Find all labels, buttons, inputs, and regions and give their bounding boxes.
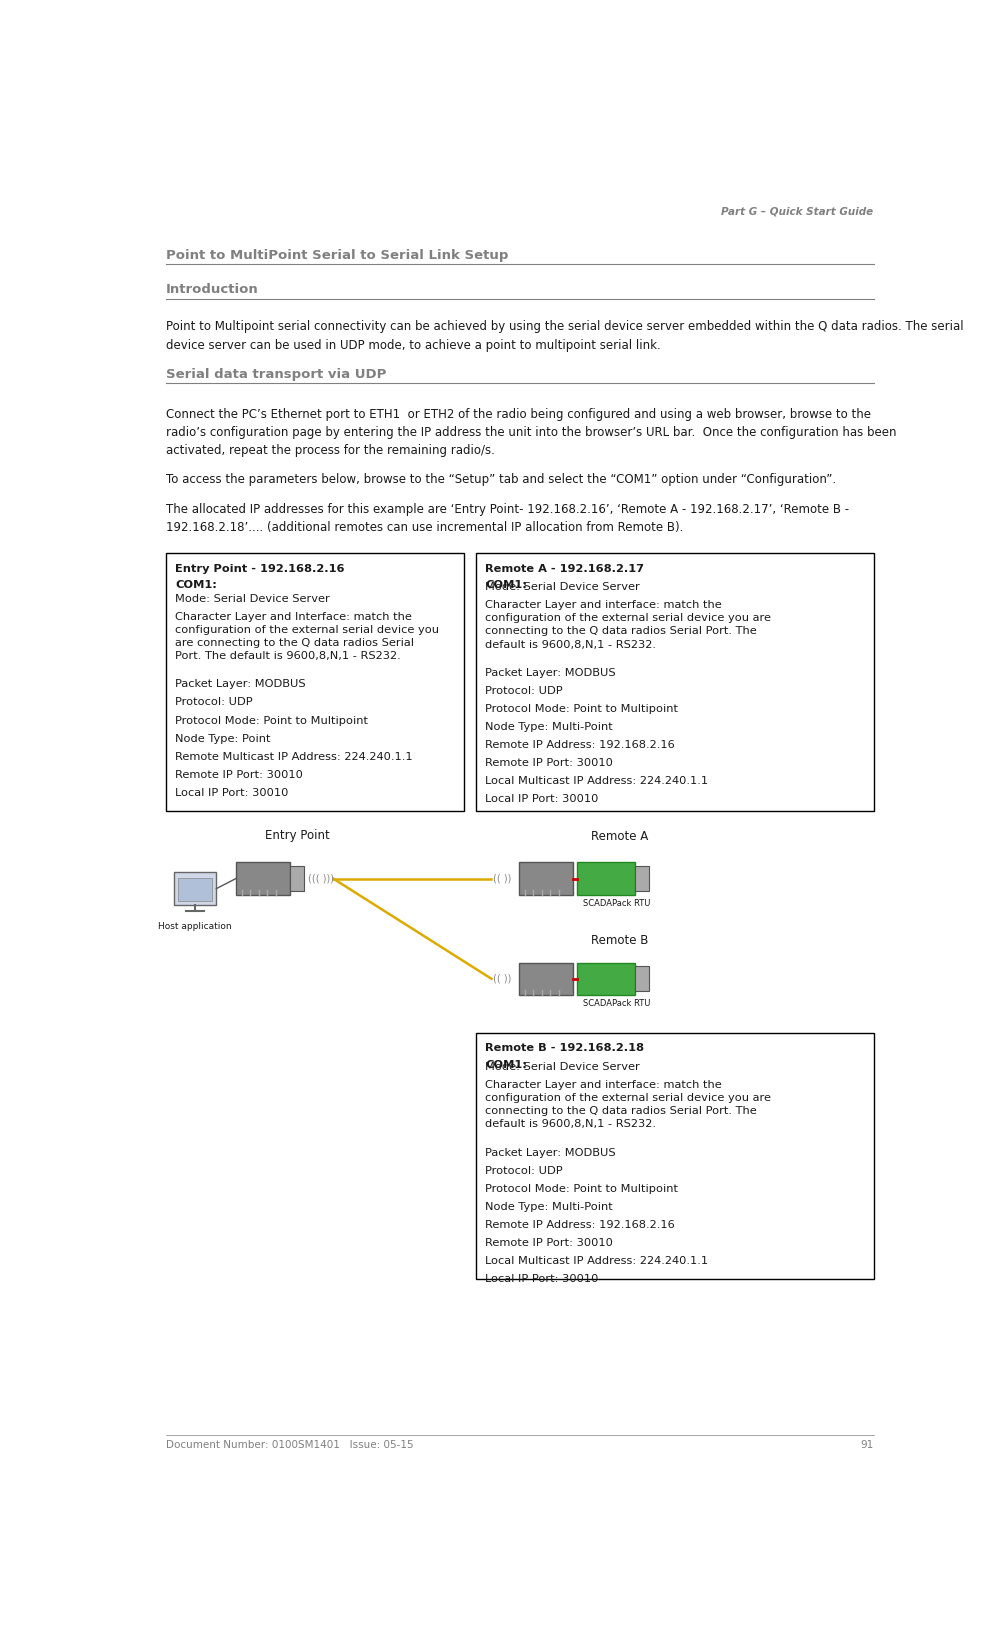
- Text: (( )): (( )): [493, 874, 512, 884]
- Text: Remote B - 192.168.2.18: Remote B - 192.168.2.18: [485, 1043, 644, 1054]
- Text: Mode: Serial Device Server: Mode: Serial Device Server: [485, 581, 640, 593]
- Text: Remote IP Address: 192.168.2.16: Remote IP Address: 192.168.2.16: [485, 740, 675, 750]
- Text: Node Type: Point: Node Type: Point: [175, 733, 270, 743]
- Bar: [577, 863, 635, 895]
- Text: Connect the PC’s Ethernet port to ETH1  or ETH2 of the radio being configured an: Connect the PC’s Ethernet port to ETH1 o…: [166, 408, 871, 421]
- Text: Protocol Mode: Point to Multipoint: Protocol Mode: Point to Multipoint: [485, 1184, 678, 1193]
- Text: Remote IP Address: 192.168.2.16: Remote IP Address: 192.168.2.16: [485, 1220, 675, 1229]
- Bar: [476, 553, 873, 810]
- Bar: [178, 877, 212, 900]
- Text: Local IP Port: 30010: Local IP Port: 30010: [175, 787, 288, 797]
- Text: Host application: Host application: [158, 922, 232, 931]
- Bar: [289, 866, 304, 891]
- Text: Local IP Port: 30010: Local IP Port: 30010: [485, 794, 599, 804]
- Text: COM1:: COM1:: [485, 1061, 527, 1071]
- Text: Mode: Serial Device Server: Mode: Serial Device Server: [175, 594, 330, 604]
- Text: Local IP Port: 30010: Local IP Port: 30010: [485, 1274, 599, 1283]
- Text: Node Type: Multi-Point: Node Type: Multi-Point: [485, 1202, 613, 1211]
- Text: To access the parameters below, browse to the “Setup” tab and select the “COM1” : To access the parameters below, browse t…: [166, 473, 836, 486]
- Bar: [635, 866, 649, 891]
- Text: Local Multicast IP Address: 224.240.1.1: Local Multicast IP Address: 224.240.1.1: [485, 776, 709, 786]
- Bar: [166, 815, 873, 1026]
- Text: Part G – Quick Start Guide: Part G – Quick Start Guide: [722, 206, 873, 216]
- Text: Remote A: Remote A: [591, 830, 648, 843]
- Text: radio’s configuration page by entering the IP address the unit into the browser’: radio’s configuration page by entering t…: [166, 426, 896, 439]
- Text: Point to MultiPoint Serial to Serial Link Setup: Point to MultiPoint Serial to Serial Lin…: [166, 249, 509, 262]
- Text: Entry Point - 192.168.2.16: Entry Point - 192.168.2.16: [175, 563, 345, 573]
- Text: Remote A - 192.168.2.17: Remote A - 192.168.2.17: [485, 563, 644, 573]
- Text: Packet Layer: MODBUS: Packet Layer: MODBUS: [485, 668, 616, 678]
- Text: Remote IP Port: 30010: Remote IP Port: 30010: [485, 1238, 613, 1247]
- Bar: [519, 963, 573, 995]
- Text: Remote Multicast IP Address: 224.240.1.1: Remote Multicast IP Address: 224.240.1.1: [175, 751, 413, 761]
- Text: Serial data transport via UDP: Serial data transport via UDP: [166, 368, 386, 381]
- Text: Character Layer and Interface: match the
configuration of the external serial de: Character Layer and Interface: match the…: [175, 612, 439, 661]
- Text: Document Number: 0100SM1401   Issue: 05-15: Document Number: 0100SM1401 Issue: 05-15: [166, 1441, 413, 1450]
- Bar: [519, 863, 573, 895]
- Bar: [236, 863, 289, 895]
- Text: Local Multicast IP Address: 224.240.1.1: Local Multicast IP Address: 224.240.1.1: [485, 1256, 709, 1265]
- Text: ((( ))): ((( ))): [308, 874, 334, 884]
- Text: Introduction: Introduction: [166, 283, 258, 296]
- Bar: [577, 963, 635, 995]
- Text: Protocol Mode: Point to Multipoint: Protocol Mode: Point to Multipoint: [175, 715, 368, 725]
- Text: 91: 91: [860, 1441, 873, 1450]
- Text: Remote B: Remote B: [591, 935, 648, 948]
- Text: Entry Point: Entry Point: [265, 828, 330, 841]
- Text: Remote IP Port: 30010: Remote IP Port: 30010: [485, 758, 613, 768]
- Text: Protocol: UDP: Protocol: UDP: [485, 686, 563, 696]
- Text: Protocol Mode: Point to Multipoint: Protocol Mode: Point to Multipoint: [485, 704, 678, 714]
- Text: Packet Layer: MODBUS: Packet Layer: MODBUS: [485, 1148, 616, 1157]
- Text: Character Layer and interface: match the
configuration of the external serial de: Character Layer and interface: match the…: [485, 1080, 771, 1130]
- Text: Remote IP Port: 30010: Remote IP Port: 30010: [175, 769, 304, 779]
- Text: Point to Multipoint serial connectivity can be achieved by using the serial devi: Point to Multipoint serial connectivity …: [166, 321, 964, 334]
- Bar: [476, 1033, 873, 1278]
- Text: Protocol: UDP: Protocol: UDP: [485, 1166, 563, 1175]
- Text: device server can be used in UDP mode, to achieve a point to multipoint serial l: device server can be used in UDP mode, t…: [166, 339, 660, 352]
- Bar: [174, 873, 216, 905]
- Text: activated, repeat the process for the remaining radio/s.: activated, repeat the process for the re…: [166, 444, 494, 457]
- Text: SCADAPack RTU: SCADAPack RTU: [583, 899, 650, 907]
- Text: Node Type: Multi-Point: Node Type: Multi-Point: [485, 722, 613, 732]
- Text: Mode: Serial Device Server: Mode: Serial Device Server: [485, 1062, 640, 1072]
- Bar: [635, 966, 649, 990]
- Text: The allocated IP addresses for this example are ‘Entry Point- 192.168.2.16’, ‘Re: The allocated IP addresses for this exam…: [166, 503, 849, 516]
- Text: (( )): (( )): [493, 974, 512, 984]
- Text: Protocol: UDP: Protocol: UDP: [175, 697, 253, 707]
- Text: Character Layer and interface: match the
configuration of the external serial de: Character Layer and interface: match the…: [485, 601, 771, 650]
- Text: SCADAPack RTU: SCADAPack RTU: [583, 999, 650, 1008]
- Text: Packet Layer: MODBUS: Packet Layer: MODBUS: [175, 679, 306, 689]
- Text: 192.168.2.18’.... (additional remotes can use incremental IP allocation from Rem: 192.168.2.18’.... (additional remotes ca…: [166, 521, 683, 534]
- Text: COM1:: COM1:: [485, 579, 527, 591]
- Text: COM1:: COM1:: [175, 579, 217, 591]
- Bar: [166, 553, 464, 810]
